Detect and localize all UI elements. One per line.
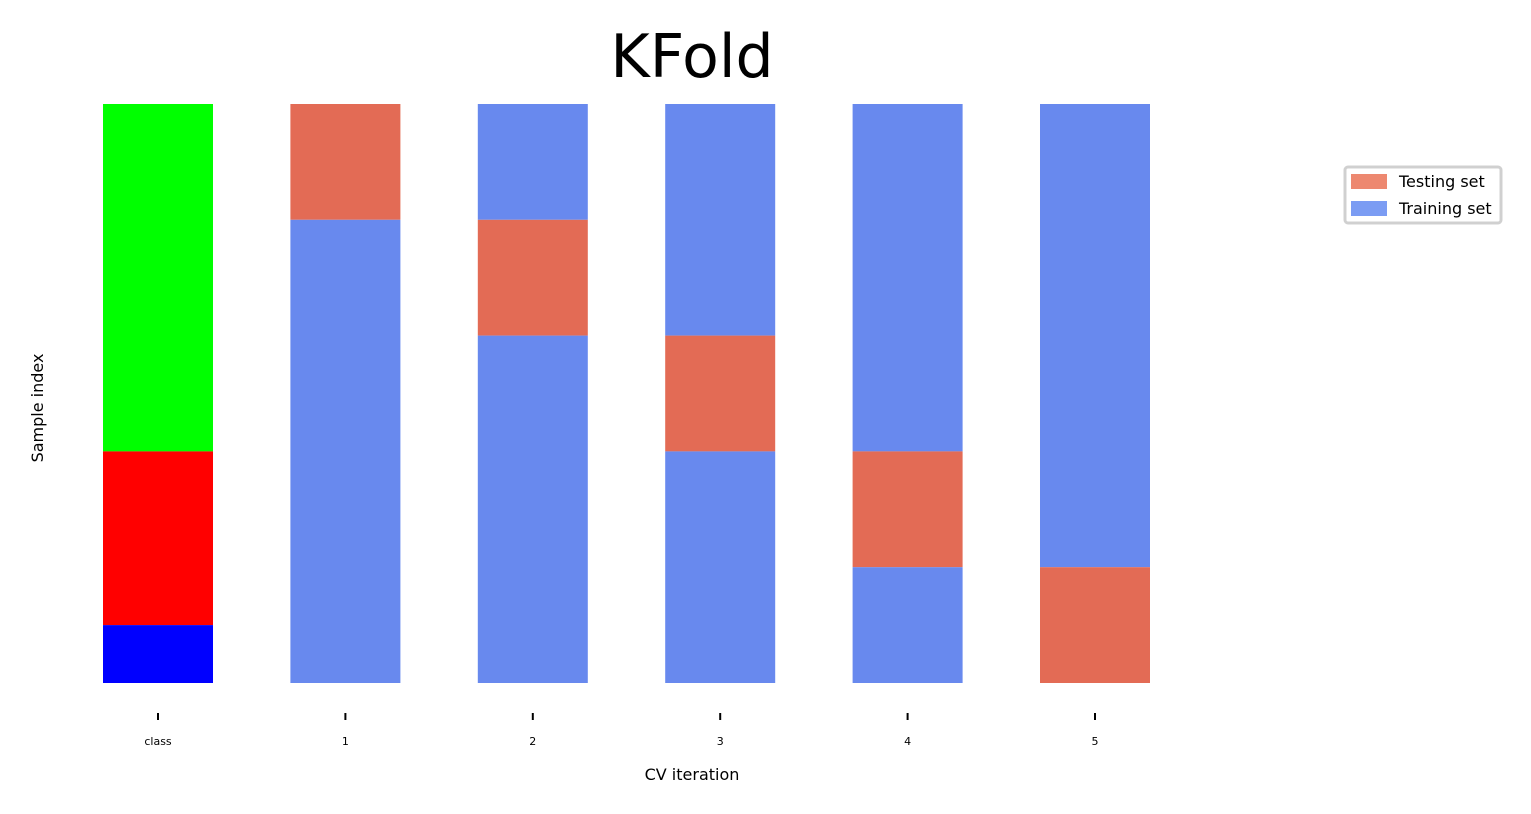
legend-swatch-training: [1351, 201, 1387, 216]
chart-title: KFold: [610, 22, 773, 92]
legend-label-testing: Testing set: [1398, 172, 1485, 191]
fold-2-training-segment: [477, 104, 588, 220]
x-tick-label: class: [144, 735, 172, 748]
x-tick-label: 4: [904, 735, 911, 748]
fold-1-testing-segment: [290, 104, 401, 220]
fold-2-testing-segment: [477, 219, 588, 336]
fold-3-testing-segment: [665, 335, 776, 452]
x-ticks-group: class 1 2 3 4 5: [144, 713, 1099, 748]
bars-group: [103, 104, 1150, 684]
x-tick-label: 1: [342, 735, 349, 748]
x-tick-label: 3: [717, 735, 724, 748]
class-segment-1: [103, 451, 213, 626]
legend-label-training: Training set: [1398, 199, 1492, 218]
legend-swatch-testing: [1351, 174, 1387, 189]
class-segment-0: [103, 104, 213, 452]
fold-4-training-segment: [852, 567, 963, 683]
fold-3-training-segment: [665, 104, 776, 336]
y-axis-label: Sample index: [28, 354, 47, 463]
class-segment-2: [103, 625, 213, 683]
fold-4-training-segment: [852, 104, 963, 452]
fold-4-testing-segment: [852, 451, 963, 568]
fold-5-training-segment: [1040, 104, 1150, 568]
fold-2-training-segment: [477, 335, 588, 683]
legend: Testing set Training set: [1343, 165, 1503, 225]
x-tick-label: 2: [529, 735, 536, 748]
x-axis-label: CV iteration: [645, 765, 740, 784]
fold-3-training-segment: [665, 451, 776, 683]
fold-1-training-segment: [290, 219, 401, 684]
x-tick-label: 5: [1092, 735, 1099, 748]
fold-5-testing-segment: [1040, 567, 1150, 683]
